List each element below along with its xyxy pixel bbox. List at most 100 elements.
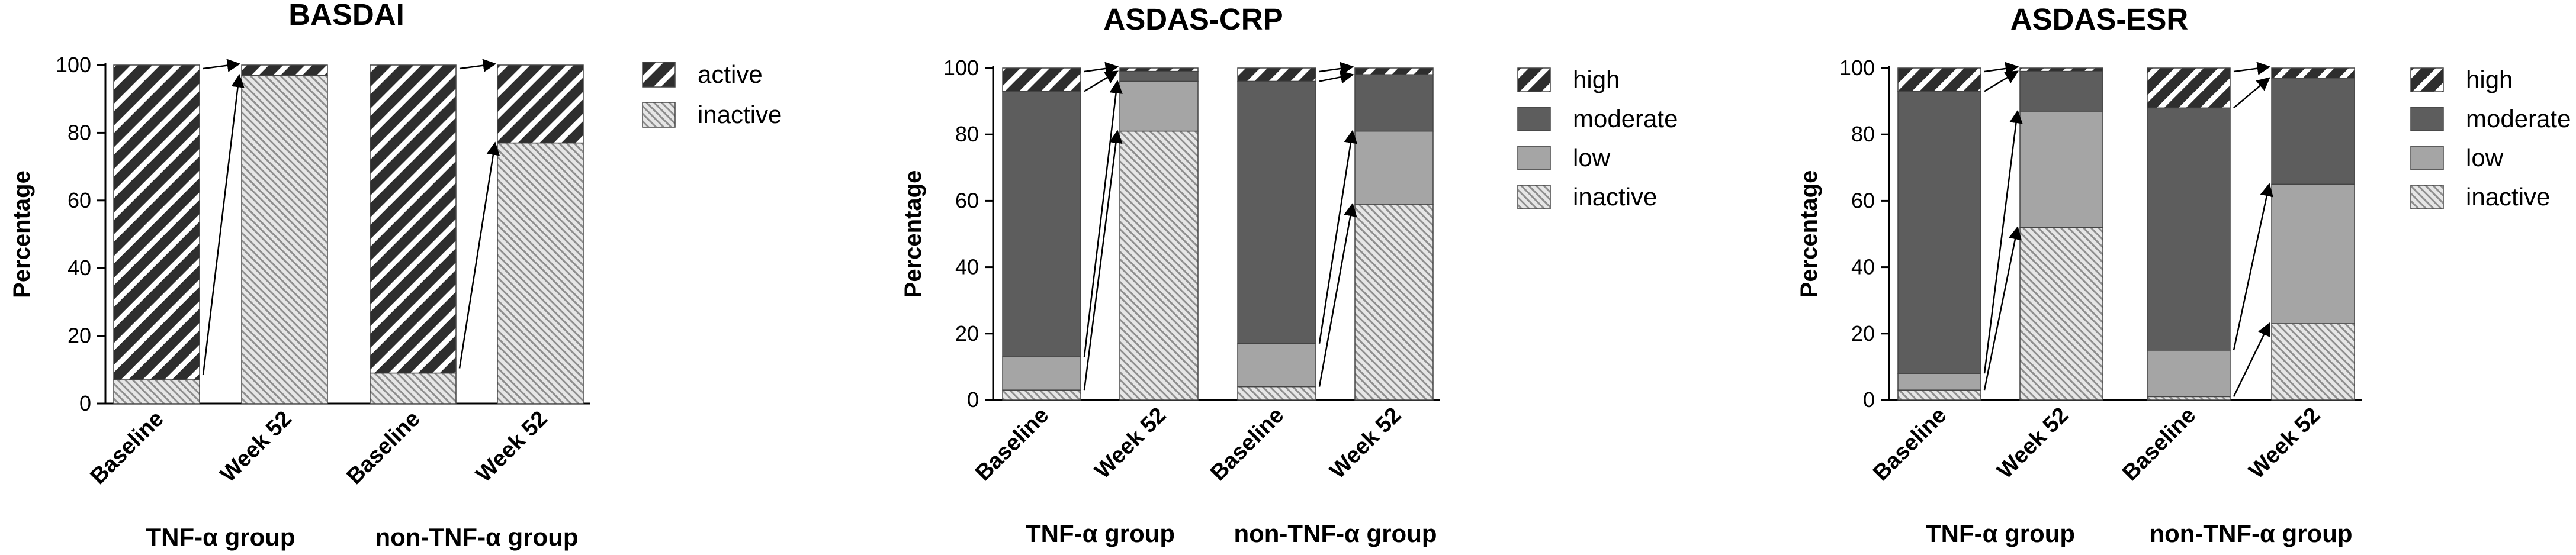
bar-segment-active — [241, 64, 328, 76]
chart-title: BASDAI — [288, 0, 404, 31]
y-tick-label: 80 — [68, 120, 91, 144]
y-axis-label: Percentage — [9, 170, 35, 298]
transition-arrow — [2233, 322, 2270, 397]
bar-segment-high — [2147, 67, 2231, 109]
transition-arrow — [2233, 183, 2273, 351]
group-label: TNF-α group — [1926, 519, 2075, 547]
transition-arrow — [203, 59, 241, 72]
x-category-label: Baseline — [2118, 403, 2201, 486]
group-label: TNF-α group — [1026, 519, 1175, 547]
y-tick-label: 100 — [943, 56, 979, 80]
transition-arrow — [1084, 62, 1119, 76]
transition-arrow — [1319, 70, 1354, 84]
legend-swatch-active — [642, 62, 676, 88]
x-category-label: Week 52 — [1993, 403, 2074, 484]
bar-segment-low — [1237, 343, 1316, 388]
legend-swatch-low — [2410, 146, 2444, 170]
transition-arrow — [1319, 62, 1354, 76]
bar-segment-inactive — [1897, 389, 1981, 401]
y-tick-label: 80 — [1851, 122, 1875, 146]
x-category-label: Week 52 — [2244, 403, 2326, 484]
bar-segment-inactive — [2019, 227, 2103, 401]
group-label: non-TNF-α group — [375, 523, 578, 551]
legend-swatch-inactive — [642, 102, 676, 128]
legend-label-active: active — [698, 60, 763, 88]
chart-0: BASDAI Percentage 0 20 40 60 80 100 Baseline Week… — [9, 0, 782, 551]
y-axis-label: Percentage — [1796, 170, 1822, 298]
y-tick-label: 40 — [1851, 255, 1875, 279]
chart-2: ASDAS-ESR Percentage 0 20 40 60 80 100 Baseline W… — [1796, 2, 2571, 547]
y-tick-label: 20 — [955, 321, 979, 346]
chart-title: ASDAS-CRP — [1103, 2, 1283, 36]
bar-segment-high — [1354, 67, 1434, 75]
x-category-label: Baseline — [1868, 403, 1951, 486]
x-category-label: Week 52 — [216, 406, 297, 488]
bar-segment-high — [1119, 67, 1199, 72]
y-tick-label: 0 — [967, 388, 979, 412]
chart-title: ASDAS-ESR — [2010, 2, 2188, 36]
legend-label-inactive: inactive — [1573, 183, 1657, 211]
bar-segment-high — [2019, 67, 2103, 72]
group-label: TNF-α group — [146, 523, 295, 551]
legend-swatch-low — [1517, 146, 1551, 170]
y-tick-label: 100 — [56, 53, 91, 77]
legend-label-moderate: moderate — [1573, 105, 1678, 133]
legend-swatch-moderate — [1517, 107, 1551, 131]
y-tick-label: 40 — [955, 255, 979, 279]
group-label: non-TNF-α group — [1234, 519, 1437, 547]
legend-swatch-moderate — [2410, 107, 2444, 131]
transition-arrow — [1318, 202, 1357, 387]
y-axis-label: Percentage — [900, 170, 926, 298]
transition-arrow — [1984, 62, 2019, 76]
legend-label-high: high — [1573, 66, 1620, 93]
y-tick-label: 60 — [955, 188, 979, 212]
transition-arrow — [1083, 80, 1123, 357]
transition-arrow — [1084, 70, 1119, 92]
x-category-label: Baseline — [342, 406, 425, 489]
transition-arrow — [1318, 130, 1357, 344]
bar-segment-low — [2019, 111, 2103, 228]
bar-segment-moderate — [1354, 74, 1434, 132]
bar-segment-low — [1354, 130, 1434, 205]
transition-arrow — [2233, 62, 2271, 75]
legend-label-low: low — [1573, 144, 1611, 172]
bar-segment-moderate — [1119, 70, 1199, 82]
bar-segment-low — [1119, 80, 1199, 132]
y-tick-label: 0 — [79, 391, 91, 415]
bar-segment-inactive — [370, 372, 457, 404]
legend-label-low: low — [2466, 144, 2504, 172]
bar-segment-low — [2147, 350, 2231, 398]
bar-segment-moderate — [1002, 91, 1081, 357]
bar-segment-high — [1237, 67, 1316, 82]
bar-segment-inactive — [1119, 130, 1199, 401]
x-category-label: Week 52 — [1090, 403, 1171, 484]
bar-segment-active — [113, 64, 200, 380]
x-category-label: Baseline — [86, 406, 169, 489]
bar-segment-moderate — [2019, 70, 2103, 112]
bar-segment-active — [370, 64, 457, 374]
bar-segment-inactive — [2147, 396, 2231, 401]
legend-label-inactive: inactive — [2466, 183, 2550, 211]
bar-segment-inactive — [497, 142, 584, 404]
bar-segment-inactive — [1354, 204, 1434, 401]
bar-segment-low — [1002, 356, 1081, 391]
legend-swatch-inactive — [1517, 185, 1551, 209]
legend-label-inactive: inactive — [698, 101, 782, 128]
bar-segment-high — [1897, 67, 1981, 92]
bar-segment-inactive — [241, 75, 328, 404]
x-category-label: Baseline — [1206, 403, 1289, 486]
transition-arrow — [2233, 77, 2270, 109]
y-tick-label: 100 — [1839, 56, 1875, 80]
x-category-label: Baseline — [971, 403, 1053, 486]
y-tick-label: 20 — [1851, 321, 1875, 346]
legend-swatch-inactive — [2410, 185, 2444, 209]
legend-label-moderate: moderate — [2466, 105, 2571, 133]
bar-segment-moderate — [1237, 80, 1316, 344]
transition-arrow — [1983, 109, 2023, 374]
bar-segment-high — [2271, 67, 2355, 79]
bar-segment-inactive — [2271, 323, 2355, 401]
bar-segment-moderate — [1897, 91, 1981, 374]
bar-segment-inactive — [1237, 386, 1316, 401]
legend-swatch-high — [2410, 67, 2444, 92]
